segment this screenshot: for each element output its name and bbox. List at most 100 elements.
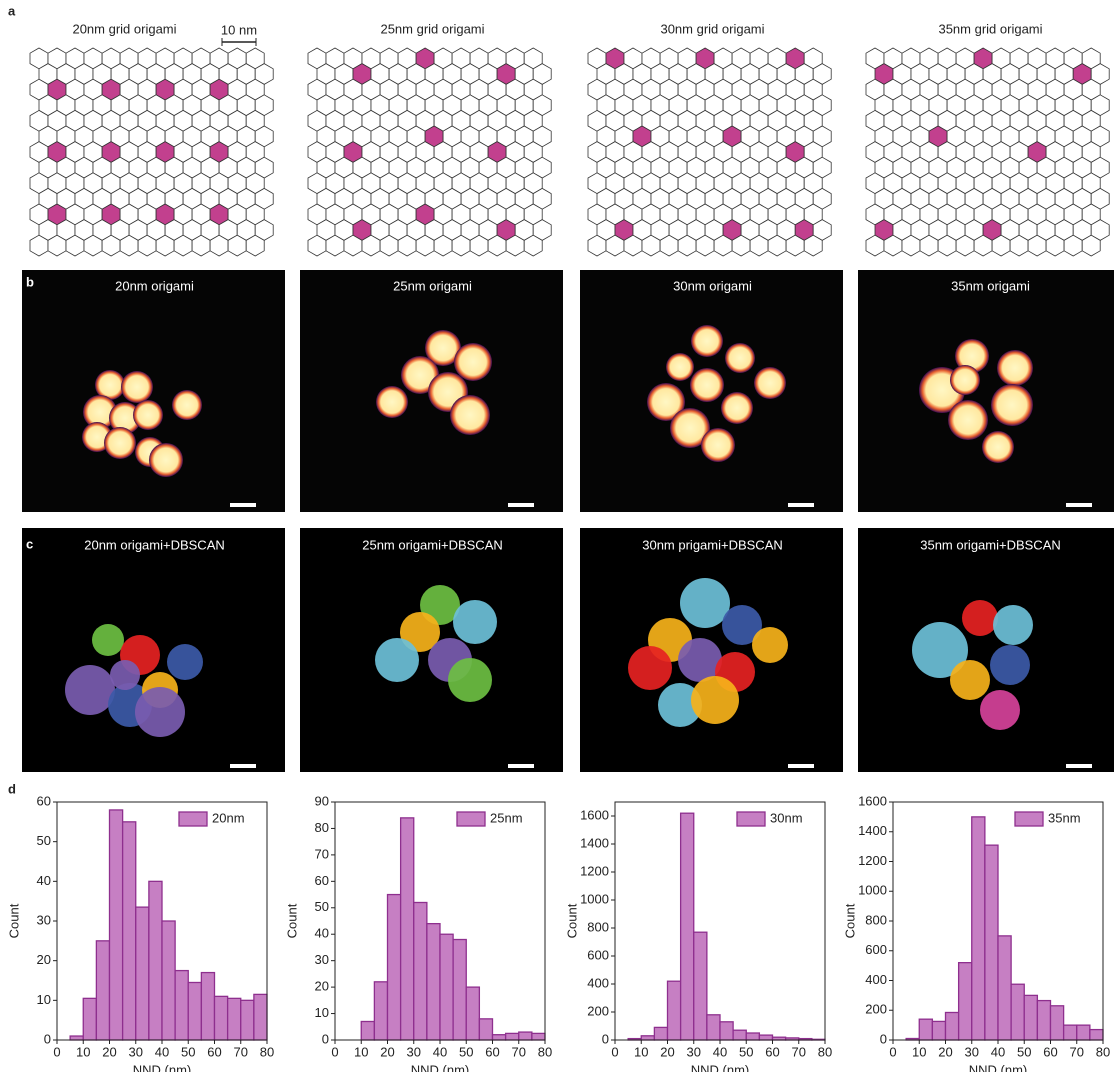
bar: [694, 932, 707, 1040]
x-tick-label: 40: [991, 1044, 1005, 1059]
bar: [1024, 995, 1037, 1040]
y-tick-label: 400: [865, 972, 887, 987]
cluster: [691, 676, 739, 724]
x-tick-label: 30: [687, 1044, 701, 1059]
bar: [388, 895, 401, 1040]
y-tick-label: 40: [37, 873, 51, 888]
cluster: [680, 578, 730, 628]
cluster: [92, 624, 124, 656]
y-tick-label: 20: [37, 952, 51, 967]
scale-bar: [788, 503, 814, 507]
blob: [950, 365, 980, 395]
x-tick-label: 70: [1070, 1044, 1084, 1059]
bar: [427, 924, 440, 1040]
y-tick-label: 600: [865, 942, 887, 957]
x-tick-label: 0: [53, 1044, 60, 1059]
x-tick-label: 80: [818, 1044, 832, 1059]
blob: [666, 353, 694, 381]
y-tick-label: 200: [865, 1002, 887, 1017]
legend-label: 25nm: [490, 810, 523, 825]
x-axis-label: NND (nm): [411, 1062, 470, 1072]
blob: [721, 392, 753, 424]
bar: [241, 1000, 254, 1040]
bar: [123, 822, 136, 1040]
x-tick-label: 60: [207, 1044, 221, 1059]
x-tick-label: 70: [234, 1044, 248, 1059]
bar: [985, 845, 998, 1040]
bar: [959, 963, 972, 1040]
axis-frame: [615, 802, 825, 1040]
x-tick-label: 0: [611, 1044, 618, 1059]
bar: [654, 1027, 667, 1040]
y-tick-label: 60: [315, 873, 329, 888]
panel-title: 35nm origami+DBSCAN: [920, 537, 1061, 552]
bar: [932, 1021, 945, 1040]
bar: [506, 1033, 519, 1040]
y-tick-label: 1600: [580, 807, 609, 822]
bar: [70, 1036, 83, 1040]
bar: [83, 998, 96, 1040]
bar: [519, 1032, 532, 1040]
bar: [998, 936, 1011, 1040]
blob: [991, 384, 1033, 426]
bar: [1051, 1006, 1064, 1040]
panel-title: 30nm grid origami: [660, 21, 764, 36]
y-axis-label: Count: [842, 903, 857, 938]
bar: [733, 1030, 746, 1040]
bar: [188, 982, 201, 1040]
image-background: [22, 270, 285, 512]
x-tick-label: 30: [965, 1044, 979, 1059]
blob: [948, 400, 988, 440]
panel-title: 25nm origami+DBSCAN: [362, 537, 503, 552]
y-tick-label: 1000: [858, 883, 887, 898]
bar: [254, 994, 267, 1040]
cluster: [980, 690, 1020, 730]
x-tick-label: 10: [634, 1044, 648, 1059]
bar: [919, 1019, 932, 1040]
x-tick-label: 60: [485, 1044, 499, 1059]
bar: [946, 1012, 959, 1040]
bar: [440, 934, 453, 1040]
blob: [172, 390, 202, 420]
cluster: [448, 658, 492, 702]
y-tick-label: 1600: [858, 793, 887, 808]
panel-title: 20nm grid origami: [72, 21, 176, 36]
y-tick-label: 800: [587, 919, 609, 934]
legend-label: 35nm: [1048, 810, 1081, 825]
blob: [701, 428, 735, 462]
bar: [110, 810, 123, 1040]
x-tick-label: 10: [354, 1044, 368, 1059]
bar: [759, 1035, 772, 1040]
y-tick-label: 1000: [580, 891, 609, 906]
y-tick-label: 50: [37, 833, 51, 848]
bar: [681, 813, 694, 1040]
scale-bar: [508, 503, 534, 507]
y-axis-label: Count: [564, 903, 579, 938]
x-tick-label: 40: [433, 1044, 447, 1059]
x-tick-label: 10: [76, 1044, 90, 1059]
blob: [690, 368, 724, 402]
blob: [450, 395, 490, 435]
cluster: [110, 660, 140, 690]
cluster: [167, 644, 203, 680]
x-axis-label: NND (nm): [691, 1062, 750, 1072]
x-tick-label: 60: [765, 1044, 779, 1059]
scale-bar: [788, 764, 814, 768]
scale-bar: [1066, 764, 1092, 768]
x-tick-label: 20: [380, 1044, 394, 1059]
y-tick-label: 30: [37, 912, 51, 927]
bar: [720, 1022, 733, 1040]
blob: [149, 443, 183, 477]
x-tick-label: 20: [938, 1044, 952, 1059]
panel-title: 30nm prigami+DBSCAN: [642, 537, 783, 552]
cluster: [135, 687, 185, 737]
bar: [1037, 1001, 1050, 1040]
y-tick-label: 90: [315, 793, 329, 808]
bar: [1090, 1030, 1103, 1040]
panel-letter: a: [8, 3, 16, 18]
y-tick-label: 0: [880, 1031, 887, 1046]
blob: [133, 400, 163, 430]
bar: [149, 881, 162, 1040]
panel-title: 25nm origami: [393, 278, 472, 293]
bar: [162, 921, 175, 1040]
